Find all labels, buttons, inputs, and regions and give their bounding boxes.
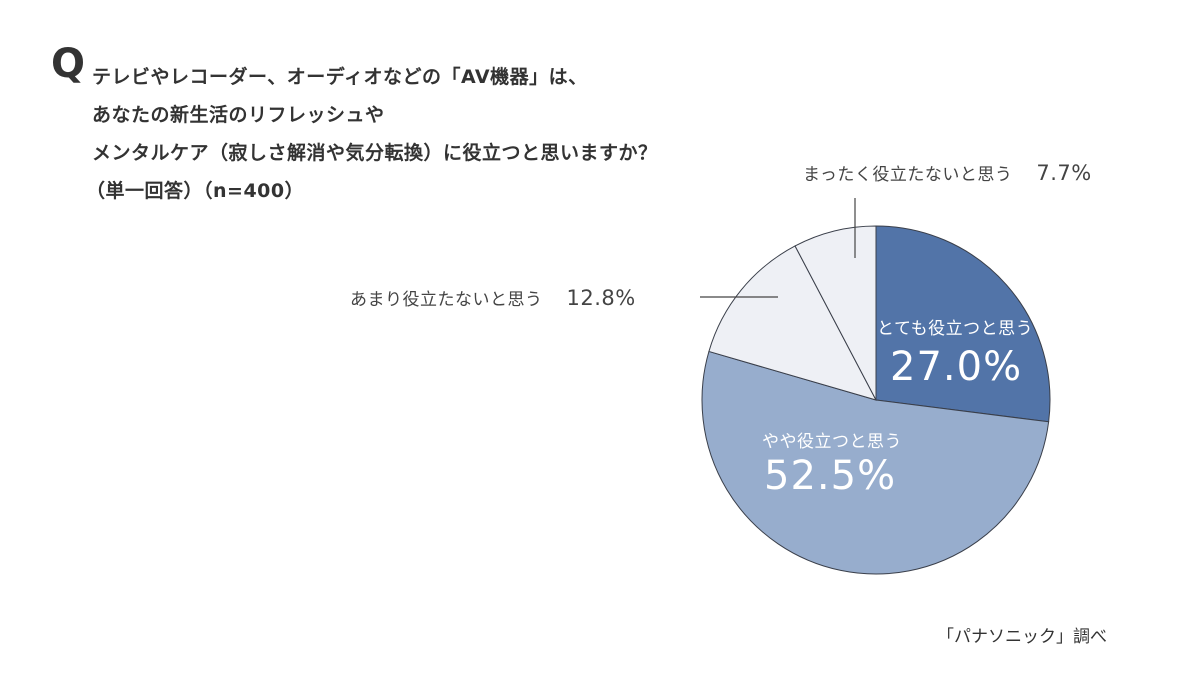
label-not-very-text: あまり役立たないと思う <box>350 290 543 310</box>
label-somewhat-useful-text: やや役立つと思う <box>762 432 902 452</box>
slice-somewhat-useful <box>701 350 1050 575</box>
question-mark: Q <box>51 41 86 87</box>
slice-very-useful <box>875 225 1051 423</box>
label-not-at-all-pct: 7.7% <box>1036 161 1092 185</box>
question-line-2: あなたの新生活のリフレッシュや <box>92 104 385 126</box>
label-very-useful-text: とても役立つと思う <box>877 319 1034 339</box>
source-credit: 「パナソニック」調べ <box>937 627 1107 647</box>
label-not-at-all: まったく役立たないと思う 7.7% <box>803 160 1092 185</box>
label-not-very: あまり役立たないと思う 12.8% <box>350 285 636 310</box>
slice-not-very <box>708 245 877 401</box>
question-line-1: テレビやレコーダー、オーディオなどの「AV機器」は、 <box>92 66 588 88</box>
slice-not-at-all <box>794 225 877 401</box>
question-line-4: （単一回答）（n=400） <box>86 180 305 202</box>
label-not-very-pct: 12.8% <box>566 286 636 310</box>
question-text: テレビやレコーダー、オーディオなどの「AV機器」は、 あなたの新生活のリフレッシ… <box>86 58 658 210</box>
label-somewhat-useful-pct: 52.5% <box>764 453 897 499</box>
pie-slices <box>701 225 1051 575</box>
label-not-at-all-text: まったく役立たないと思う <box>803 165 1013 185</box>
label-very-useful-pct: 27.0% <box>890 344 1023 390</box>
question-line-3: メンタルケア（寂しさ解消や気分転換）に役立つと思いますか？ <box>92 142 658 164</box>
